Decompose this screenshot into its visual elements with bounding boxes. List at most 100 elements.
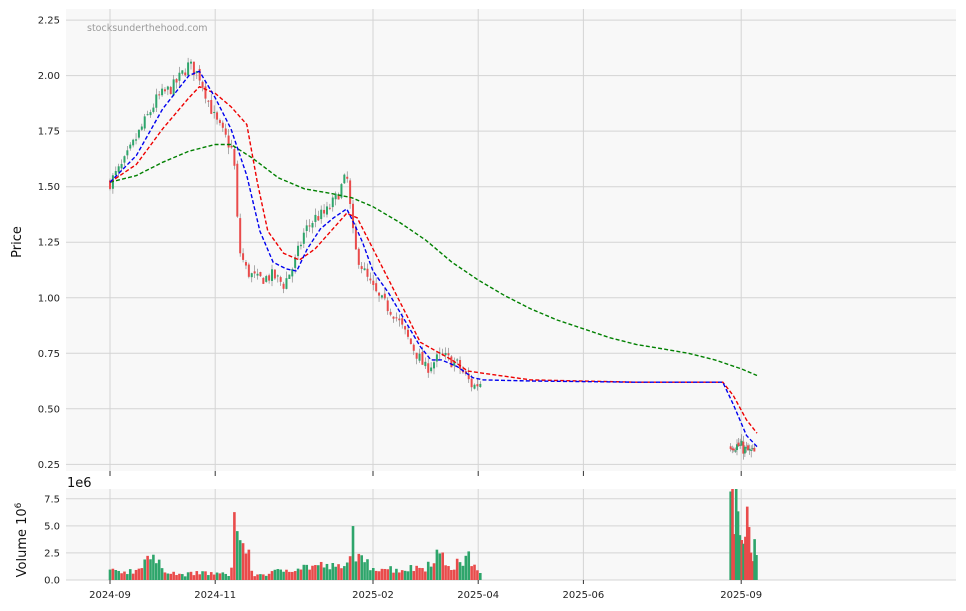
volume-bar	[264, 575, 268, 580]
volume-bar	[418, 567, 421, 580]
volume-axis-label: Volume 106	[14, 502, 30, 577]
volume-bar	[426, 561, 430, 580]
volume-bar	[479, 572, 482, 580]
candle-body	[328, 207, 331, 209]
volume-bar	[166, 573, 170, 580]
volume-bar	[285, 569, 288, 580]
volume-bar	[343, 566, 346, 580]
candle-body	[433, 362, 436, 369]
volume-bar	[149, 559, 152, 580]
candle-body	[294, 257, 297, 268]
volume-bar	[450, 569, 453, 580]
candle-body	[415, 352, 418, 359]
volume-bar	[207, 575, 210, 580]
candle-body	[389, 311, 392, 315]
candle-body	[149, 112, 152, 116]
candle-body	[366, 268, 369, 277]
candle-body	[233, 149, 236, 166]
x-tick-label: 2024-09	[89, 590, 131, 601]
volume-y-tick-label: 0.0	[44, 576, 60, 587]
candle-body	[337, 195, 340, 200]
candle-body	[742, 441, 745, 454]
volume-bar	[288, 571, 291, 580]
candle-body	[230, 145, 233, 148]
candle-body	[401, 318, 404, 325]
candle-body	[354, 227, 357, 250]
volume-bar	[273, 569, 277, 580]
candle-body	[242, 253, 245, 260]
candle-body	[729, 446, 732, 449]
volume-bar	[331, 562, 335, 580]
candle-body	[129, 144, 132, 149]
volume-bar	[377, 571, 381, 580]
candle-body	[109, 180, 111, 189]
volume-bar	[435, 549, 439, 580]
volume-bar	[215, 572, 219, 580]
volume-bar	[305, 564, 309, 580]
volume-bar	[247, 549, 251, 580]
volume-bar	[209, 572, 213, 580]
volume-bar	[751, 561, 755, 580]
candle-body	[745, 447, 748, 449]
volume-bar	[366, 559, 369, 580]
volume-bar	[160, 568, 164, 580]
price-panel-background	[66, 9, 956, 471]
candle-body	[152, 107, 155, 112]
candle-body	[453, 361, 456, 366]
candle-body	[181, 70, 184, 74]
candle-body	[308, 225, 311, 227]
volume-bar	[204, 571, 207, 580]
volume-bar	[311, 565, 314, 580]
price-panel: 0.25 0.50 0.75 1.00 1.25 1.50 1.75 2.00 2.25 sto…	[10, 9, 956, 471]
volume-bar	[146, 555, 149, 580]
volume-bar	[181, 574, 184, 580]
volume-bar	[126, 574, 129, 580]
candle-body	[169, 86, 172, 95]
candle-body	[317, 216, 320, 221]
candle-body	[187, 62, 190, 76]
candle-body	[175, 78, 178, 83]
candle-body	[427, 363, 430, 373]
volume-bar	[744, 536, 747, 580]
candle-body	[409, 338, 412, 345]
volume-bar	[316, 565, 320, 580]
candle-body	[473, 384, 476, 389]
volume-bar	[235, 531, 239, 580]
volume-bar	[455, 558, 459, 580]
volume-bar	[314, 565, 317, 580]
volume-bar	[412, 571, 416, 580]
candle-body	[299, 244, 302, 247]
volume-bar	[308, 569, 311, 580]
candle-body	[386, 300, 389, 312]
candle-body	[352, 203, 355, 229]
candle-body	[340, 184, 343, 198]
volume-panel: 0.0 2.5 5.0 7.5 1e6 Volume 106	[14, 476, 956, 587]
volume-bar	[276, 569, 280, 580]
volume-bar	[458, 562, 462, 580]
volume-bar	[755, 555, 758, 580]
volume-axis-label-text: Volume 10	[15, 508, 30, 577]
volume-bar	[432, 563, 436, 580]
volume-axis-label-exponent: 6	[14, 502, 24, 508]
volume-bar	[403, 570, 407, 580]
volume-bar	[369, 570, 372, 580]
candle-body	[218, 120, 221, 123]
candle-body	[135, 139, 138, 141]
candle-body	[184, 72, 187, 76]
candle-body	[273, 269, 276, 279]
candle-body	[250, 273, 253, 278]
candle-body	[479, 383, 482, 387]
volume-bar	[256, 574, 259, 580]
candle-body	[216, 112, 219, 120]
price-y-tick-label: 1.00	[38, 293, 60, 304]
candle-body	[406, 329, 409, 337]
volume-bar	[250, 570, 254, 580]
candle-body	[435, 354, 438, 362]
candle-body	[262, 277, 265, 284]
volume-bar	[429, 566, 433, 580]
candle-body	[418, 353, 421, 361]
candle-body	[305, 225, 308, 232]
volume-bar	[424, 571, 427, 580]
candle-body	[476, 384, 479, 387]
x-tick-label: 2025-06	[563, 590, 605, 601]
